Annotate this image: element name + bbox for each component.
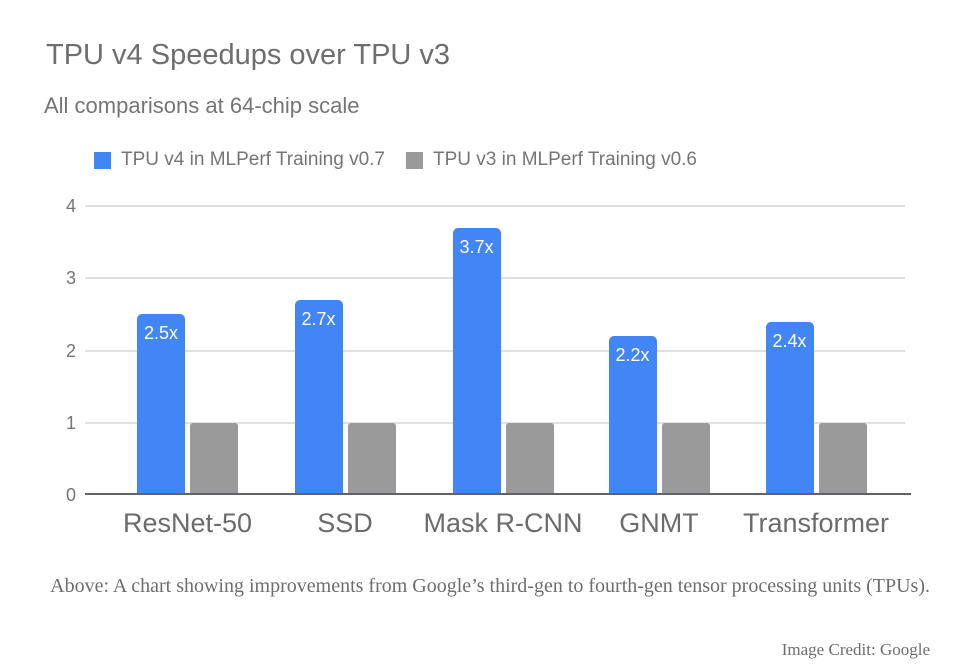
plot-area: 2.5x 2.7x 3.7x 2.2x 2.4x <box>85 205 905 495</box>
legend-item-tpu-v3-in-mlperf-training-v0-6: TPU v3 in MLPerf Training v0.6 <box>406 149 697 171</box>
chart-title: TPU v4 Speedups over TPU v3 <box>46 39 451 71</box>
legend-label: TPU v4 in MLPerf Training v0.7 <box>121 149 385 170</box>
bar-value-label: 2.5x <box>143 323 179 343</box>
bar-tpu-v3-ssd <box>347 423 396 495</box>
image-credit: Image Credit: Google <box>781 640 930 659</box>
gridline-y-4 <box>85 205 905 207</box>
bar-value-label: 2.4x <box>772 331 807 351</box>
bar-tpu-v4-mask-r-cnn: 3.7x <box>452 228 501 495</box>
legend-swatch-tpu-v3-in-mlperf-training-v0-6 <box>406 151 423 169</box>
y-axis-tick-label-0: 0 <box>65 485 76 505</box>
bar-tpu-v3-transformer <box>818 423 867 495</box>
image-caption: Above: A chart showing improvements from… <box>50 575 930 597</box>
y-axis-tick-label-4: 4 <box>65 196 76 216</box>
bar-value-label: 3.7x <box>459 237 494 257</box>
bar-value-label: 2.7x <box>301 309 336 329</box>
y-axis-tick-label-3: 3 <box>65 268 76 289</box>
bar-value-label: 2.2x <box>615 345 650 365</box>
x-axis-label-resnet-50: ResNet-50 <box>122 508 253 538</box>
bar-tpu-v3-gnmt <box>661 423 710 495</box>
legend-label: TPU v3 in MLPerf Training v0.6 <box>433 149 697 170</box>
legend-item-tpu-v4-in-mlperf-training-v0-7: TPU v4 in MLPerf Training v0.7 <box>94 149 385 171</box>
x-axis-baseline <box>85 493 911 495</box>
bar-tpu-v3-mask-r-cnn <box>505 423 554 495</box>
x-axis-label-gnmt: GNMT <box>619 508 699 538</box>
bar-tpu-v3-resnet-50 <box>190 423 238 495</box>
x-axis-label-transformer: Transformer <box>742 508 890 538</box>
chart-legend: TPU v4 in MLPerf Training v0.7 TPU v3 in … <box>94 149 697 171</box>
legend-swatch-tpu-v4-in-mlperf-training-v0-7 <box>94 151 111 169</box>
bar-tpu-v4-ssd: 2.7x <box>294 300 343 495</box>
y-axis-tick-label-1: 1 <box>65 412 76 433</box>
bar-tpu-v4-gnmt: 2.2x <box>608 336 657 495</box>
x-axis-label-mask-r-cnn: Mask R-CNN <box>423 508 583 538</box>
bar-tpu-v4-transformer: 2.4x <box>765 322 814 495</box>
x-axis-label-ssd: SSD <box>317 508 373 538</box>
chart-subtitle: All comparisons at 64-chip scale <box>44 93 360 118</box>
y-axis-tick-label-2: 2 <box>65 340 76 361</box>
bar-tpu-v4-resnet-50: 2.5x <box>137 314 185 495</box>
